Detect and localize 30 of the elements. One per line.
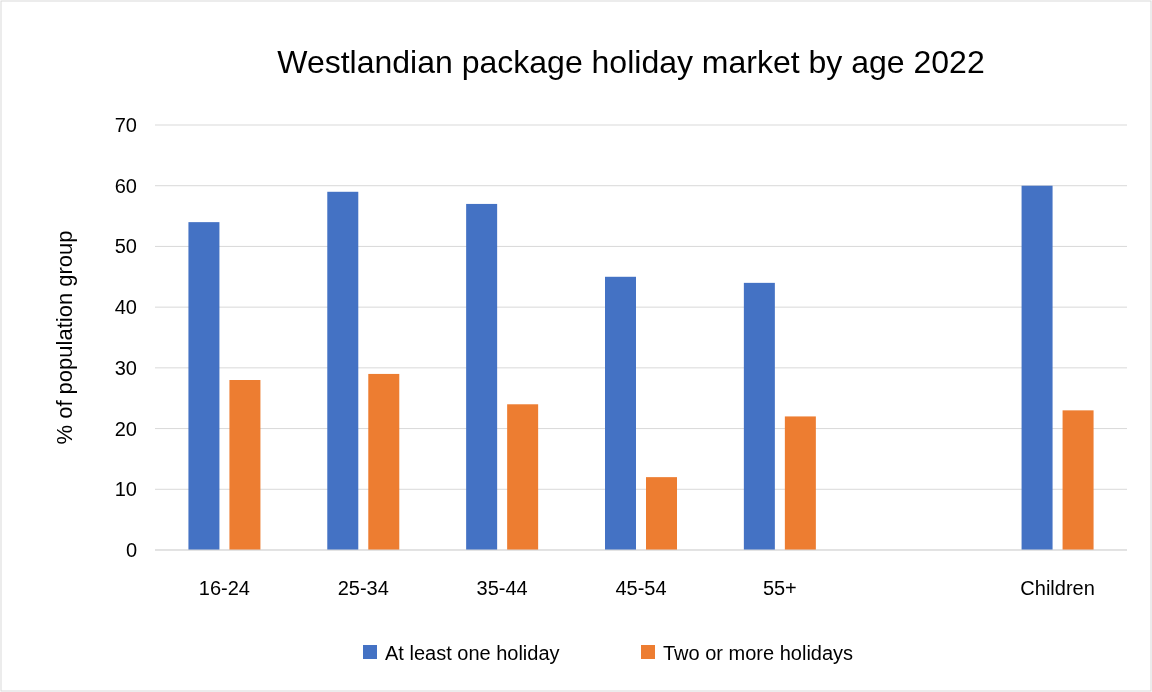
y-tick-label: 70 <box>114 114 137 136</box>
bar <box>1021 185 1053 550</box>
bar <box>466 203 498 550</box>
legend-label: At least one holiday <box>385 642 560 664</box>
legend-label: Two or more holidays <box>663 642 854 664</box>
y-tick-label: 30 <box>114 356 137 379</box>
bar <box>1062 410 1094 550</box>
bar <box>229 380 261 550</box>
bar <box>368 373 400 550</box>
bar <box>507 404 539 550</box>
bar <box>605 276 636 550</box>
y-tick-label: 0 <box>125 539 137 561</box>
x-tick-label: 45-54 <box>615 577 667 599</box>
x-tick-label: 25-34 <box>337 577 389 599</box>
bar <box>327 191 359 550</box>
y-tick-label: 60 <box>114 174 137 197</box>
x-tick-label: 55+ <box>762 577 797 599</box>
bar <box>743 282 775 550</box>
y-tick-label: 40 <box>114 296 137 319</box>
bar <box>188 222 220 550</box>
bar <box>784 416 816 550</box>
chart-title: Westlandian package holiday market by age 2022 <box>277 44 985 80</box>
y-tick-label: 20 <box>114 417 137 440</box>
x-tick-label: Children <box>1020 577 1095 599</box>
x-tick-label: 35-44 <box>476 577 528 599</box>
y-axis-title: % of population group <box>52 230 77 445</box>
bar <box>646 477 677 550</box>
x-tick-label: 16-24 <box>198 577 251 599</box>
y-tick-label: 10 <box>114 478 137 501</box>
y-tick-label: 50 <box>114 235 137 258</box>
